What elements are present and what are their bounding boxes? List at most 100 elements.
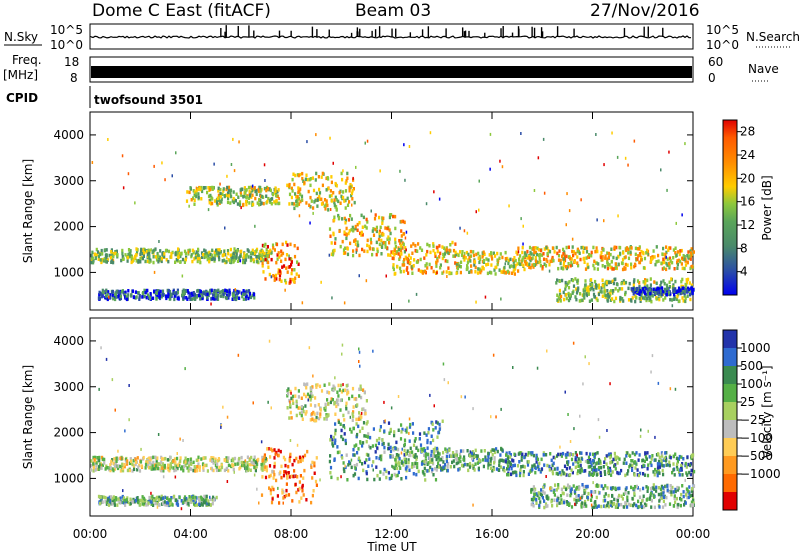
velocity-data-cell bbox=[332, 398, 334, 402]
velocity-data-cell bbox=[203, 495, 205, 499]
power-data-cell bbox=[359, 274, 361, 277]
velocity-data-cell bbox=[393, 434, 395, 438]
power-data-cell bbox=[650, 283, 652, 287]
power-data-cell bbox=[428, 244, 430, 248]
velocity-data-cell bbox=[326, 398, 328, 402]
power-colorbar-tick-label: 28 bbox=[740, 125, 755, 139]
power-data-cell bbox=[687, 294, 689, 298]
velocity-data-cell bbox=[584, 502, 586, 506]
velocity-data-cell bbox=[364, 390, 366, 394]
power-data-cell bbox=[565, 284, 567, 288]
power-data-cell bbox=[583, 294, 585, 298]
power-data-cell bbox=[507, 270, 509, 274]
velocity-data-cell bbox=[139, 469, 141, 473]
power-data-cell bbox=[563, 291, 565, 295]
power-data-cell bbox=[622, 251, 624, 255]
velocity-data-cell bbox=[676, 497, 678, 501]
velocity-data-cell bbox=[646, 451, 648, 455]
velocity-data-cell bbox=[490, 459, 492, 463]
velocity-data-cell bbox=[421, 448, 423, 452]
velocity-data-cell bbox=[401, 452, 403, 455]
power-data-cell bbox=[566, 246, 568, 250]
power-data-cell bbox=[639, 261, 641, 265]
power-data-cell bbox=[631, 287, 633, 291]
power-data-cell bbox=[227, 252, 229, 256]
velocity-data-cell bbox=[337, 451, 339, 455]
power-data-cell bbox=[467, 253, 469, 257]
power-data-cell bbox=[665, 268, 667, 272]
power-data-cell bbox=[334, 237, 336, 241]
velocity-data-cell bbox=[499, 453, 501, 457]
power-data-cell bbox=[446, 248, 448, 252]
power-data-cell bbox=[225, 296, 227, 300]
power-data-cell bbox=[330, 175, 332, 179]
power-data-cell bbox=[676, 254, 678, 258]
power-data-cell bbox=[240, 259, 242, 262]
velocity-data-cell bbox=[578, 464, 580, 468]
power-data-cell bbox=[625, 157, 627, 160]
power-data-cell bbox=[207, 254, 209, 258]
velocity-data-cell bbox=[328, 382, 330, 386]
velocity-data-cell bbox=[437, 451, 439, 455]
power-data-cell bbox=[274, 186, 276, 190]
power-data-cell bbox=[461, 250, 463, 254]
velocity-data-cell bbox=[378, 442, 380, 446]
velocity-data-cell bbox=[296, 405, 298, 409]
velocity-data-cell bbox=[269, 340, 271, 343]
velocity-data-cell bbox=[603, 465, 605, 469]
velocity-data-cell bbox=[161, 467, 163, 471]
velocity-data-cell bbox=[497, 450, 499, 454]
power-data-cell bbox=[105, 289, 107, 293]
velocity-data-cell bbox=[680, 493, 682, 497]
velocity-data-cell bbox=[289, 401, 291, 404]
power-data-cell bbox=[161, 252, 163, 256]
power-data-cell bbox=[289, 243, 291, 247]
velocity-data-cell bbox=[299, 487, 301, 491]
power-data-cell bbox=[313, 200, 315, 204]
power-data-cell bbox=[311, 199, 313, 203]
velocity-data-cell bbox=[184, 498, 186, 502]
power-data-cell bbox=[490, 263, 492, 267]
power-data-cell bbox=[574, 252, 576, 256]
velocity-data-cell bbox=[612, 470, 614, 474]
velocity-data-cell bbox=[354, 466, 356, 470]
velocity-data-cell bbox=[453, 465, 455, 469]
velocity-data-cell bbox=[649, 455, 651, 459]
power-data-cell bbox=[685, 283, 687, 287]
power-data-cell bbox=[538, 156, 540, 159]
velocity-data-cell bbox=[662, 505, 664, 509]
velocity-data-cell bbox=[513, 453, 515, 457]
power-data-cell bbox=[148, 255, 150, 259]
velocity-data-cell bbox=[344, 426, 346, 429]
power-data-cell bbox=[405, 237, 407, 240]
velocity-data-cell bbox=[148, 496, 150, 500]
velocity-data-cell bbox=[642, 459, 644, 463]
power-data-cell bbox=[327, 176, 329, 180]
velocity-data-cell bbox=[286, 482, 288, 486]
velocity-data-cell bbox=[340, 384, 342, 388]
velocity-data-cell bbox=[510, 462, 512, 466]
power-data-cell bbox=[205, 293, 207, 297]
power-colorbar-tick-label: 12 bbox=[740, 218, 755, 232]
velocity-data-cell bbox=[629, 454, 631, 458]
velocity-data-cell bbox=[344, 465, 346, 468]
power-data-cell bbox=[608, 252, 610, 256]
power-data-cell bbox=[543, 258, 545, 261]
power-data-cell bbox=[523, 225, 525, 228]
velocity-data-cell bbox=[630, 486, 632, 490]
velocity-data-cell bbox=[301, 405, 303, 409]
power-data-cell bbox=[432, 244, 434, 248]
velocity-data-cell bbox=[344, 432, 346, 436]
power-data-cell bbox=[478, 209, 480, 212]
velocity-data-cell bbox=[493, 461, 495, 465]
velocity-data-cell bbox=[546, 464, 548, 468]
velocity-data-cell bbox=[185, 457, 187, 461]
power-data-cell bbox=[286, 253, 288, 257]
power-data-cell bbox=[163, 252, 165, 256]
velocity-data-cell bbox=[651, 457, 653, 461]
velocity-data-cell bbox=[280, 450, 282, 454]
power-data-cell bbox=[500, 298, 502, 301]
power-data-cell bbox=[157, 260, 159, 264]
power-data-cell bbox=[661, 252, 663, 256]
velocity-data-cell bbox=[646, 457, 648, 461]
